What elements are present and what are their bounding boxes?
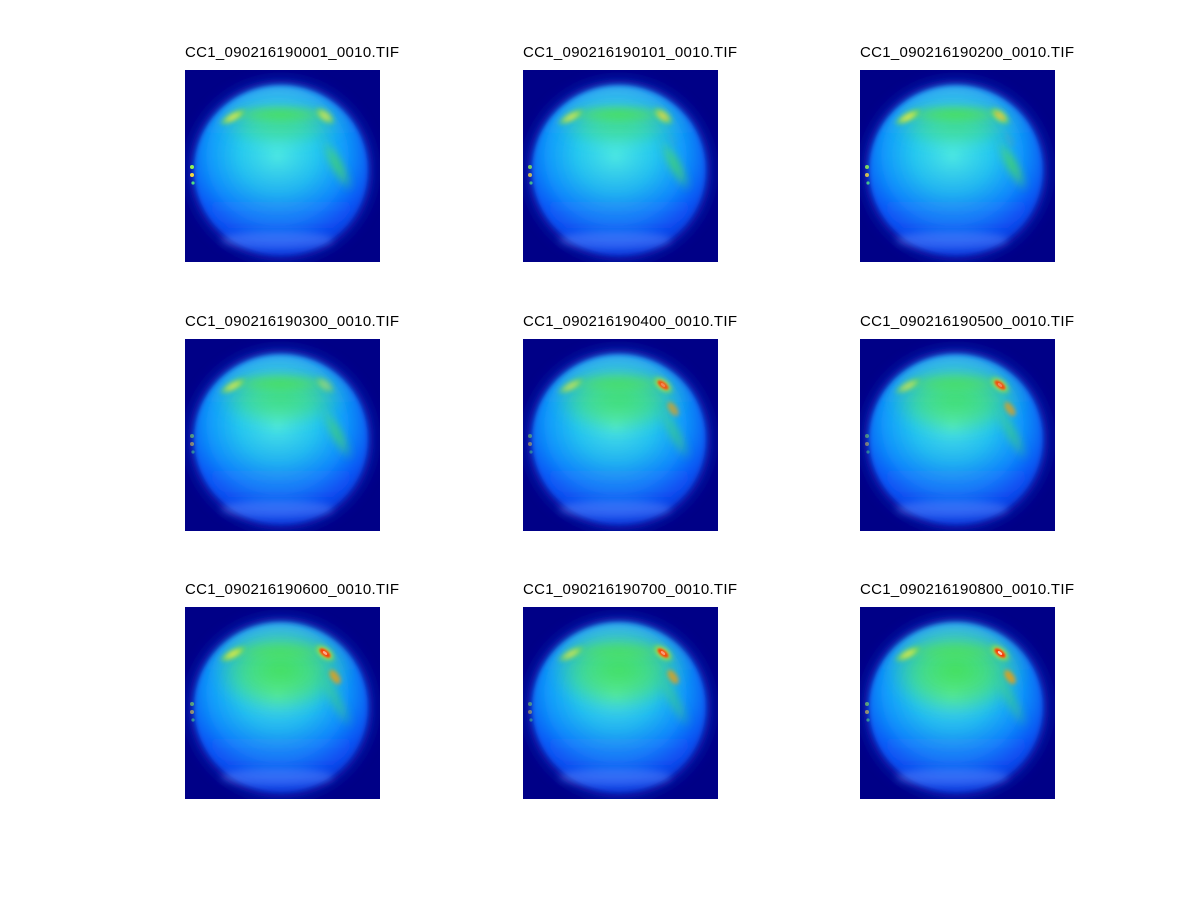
image-title: CC1_090216190200_0010.TIF [860, 44, 1075, 61]
image-panel: CC1_090216190700_0010.TIF [523, 581, 737, 799]
sky-image [523, 339, 718, 531]
sky-image [860, 607, 1055, 799]
image-title: CC1_090216190101_0010.TIF [523, 44, 738, 61]
sky-image [523, 70, 718, 262]
image-title: CC1_090216190001_0010.TIF [185, 44, 400, 61]
image-title: CC1_090216190600_0010.TIF [185, 581, 400, 598]
image-title: CC1_090216190400_0010.TIF [523, 313, 738, 330]
image-panel: CC1_090216190400_0010.TIF [523, 313, 737, 531]
image-panel: CC1_090216190300_0010.TIF [185, 313, 399, 531]
image-panel: CC1_090216190101_0010.TIF [523, 44, 737, 262]
image-panel: CC1_090216190800_0010.TIF [860, 581, 1074, 799]
image-title: CC1_090216190800_0010.TIF [860, 581, 1075, 598]
sky-image [185, 70, 380, 262]
sky-image [185, 607, 380, 799]
sky-image [185, 339, 380, 531]
sky-image [860, 339, 1055, 531]
image-panel: CC1_090216190500_0010.TIF [860, 313, 1074, 531]
image-title: CC1_090216190500_0010.TIF [860, 313, 1075, 330]
image-panel: CC1_090216190200_0010.TIF [860, 44, 1074, 262]
sky-image [523, 607, 718, 799]
sky-image [860, 70, 1055, 262]
image-panel: CC1_090216190600_0010.TIF [185, 581, 399, 799]
image-panel: CC1_090216190001_0010.TIF [185, 44, 399, 262]
image-title: CC1_090216190300_0010.TIF [185, 313, 400, 330]
image-title: CC1_090216190700_0010.TIF [523, 581, 738, 598]
